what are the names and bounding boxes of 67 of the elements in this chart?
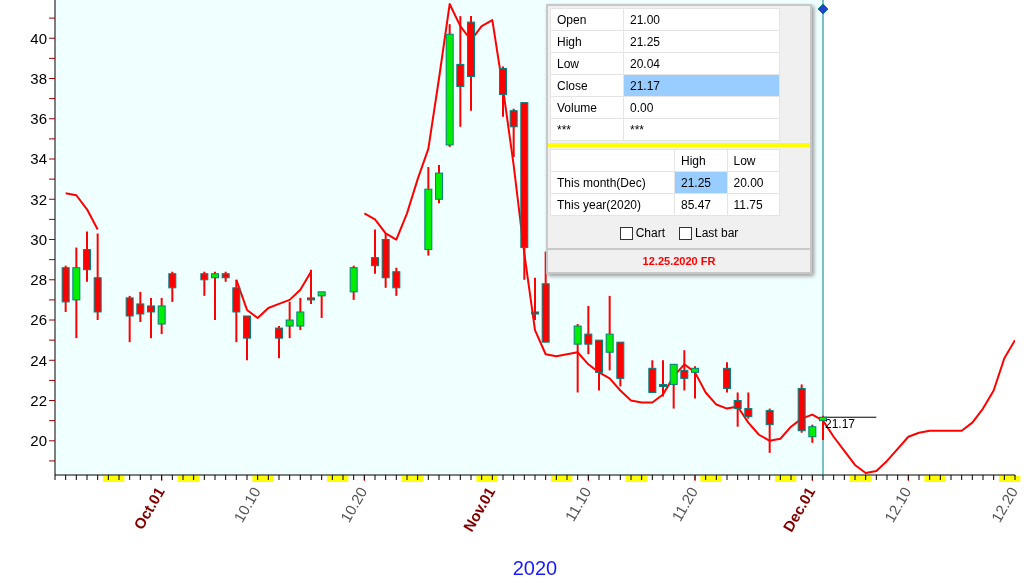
annotation: 12.25.2020 FR [548, 248, 810, 272]
y-tick-label: 30 [30, 230, 47, 248]
candlestick [275, 325, 283, 360]
candlestick [669, 363, 678, 410]
candlestick [573, 323, 582, 394]
y-tick-label: 36 [30, 110, 47, 128]
candlestick [509, 107, 518, 158]
annotation: Low [727, 149, 780, 172]
y-tick-label: 22 [30, 391, 47, 409]
annotation: Close [550, 74, 624, 97]
candlestick [200, 270, 209, 297]
annotation: *** [623, 118, 780, 141]
y-tick-label: 24 [30, 351, 47, 369]
candlestick [296, 296, 305, 332]
candlestick [605, 294, 614, 372]
annotation: High [674, 149, 727, 172]
annotation: 0.00 [623, 96, 780, 119]
candlestick [83, 230, 91, 283]
x-axis-title: 2020 [512, 557, 558, 579]
candlestick [211, 270, 219, 322]
candlestick [659, 359, 667, 398]
candlestick [285, 300, 294, 340]
y-tick-label: 34 [30, 150, 47, 168]
annotation: Last bar [694, 226, 739, 240]
annotation: 21.17 [623, 74, 780, 97]
annotation: 21.25 [623, 30, 780, 53]
annotation: Volume [550, 96, 624, 119]
candlestick [765, 407, 774, 454]
candlestick [307, 268, 315, 305]
y-tick-label: 28 [30, 271, 47, 289]
candlestick [147, 296, 155, 340]
annotation: Chart [635, 226, 665, 240]
candlestick [723, 361, 731, 394]
annotation: *** [550, 118, 624, 141]
annotation: 20.00 [727, 171, 780, 194]
candlestick [157, 296, 166, 336]
ref-line-label: 21.17 [825, 416, 856, 431]
y-tick-label: 38 [30, 69, 47, 87]
candlestick [136, 290, 145, 324]
annotation: 85.47 [674, 193, 727, 216]
annotation: 21.25 [674, 171, 727, 194]
candlestick [125, 294, 134, 344]
annotation: 21.00 [623, 8, 780, 31]
candlestick [680, 349, 689, 392]
candlestick [808, 423, 817, 444]
annotation: This month(Dec) [550, 171, 675, 194]
candlestick [744, 391, 753, 420]
candlestick [243, 315, 251, 362]
annotation: High [550, 30, 624, 53]
candlestick [691, 365, 699, 400]
candlestick [392, 266, 401, 297]
candlestick [531, 276, 539, 322]
candlestick [733, 391, 742, 428]
y-tick-label: 40 [30, 29, 47, 47]
candlestick [371, 228, 379, 275]
annotation: 20.04 [623, 52, 780, 75]
y-tick-label: 20 [30, 432, 47, 450]
annotation: 11.75 [727, 193, 780, 216]
candlestick [456, 15, 465, 128]
candlestick [317, 290, 326, 320]
y-tick-label: 32 [30, 190, 47, 208]
y-tick-label: 26 [30, 311, 47, 329]
annotation: Open [550, 8, 624, 31]
candlestick [584, 304, 593, 356]
annotation: Low [550, 52, 624, 75]
annotation: This year(2020) [550, 193, 675, 216]
candlestick [168, 270, 177, 303]
